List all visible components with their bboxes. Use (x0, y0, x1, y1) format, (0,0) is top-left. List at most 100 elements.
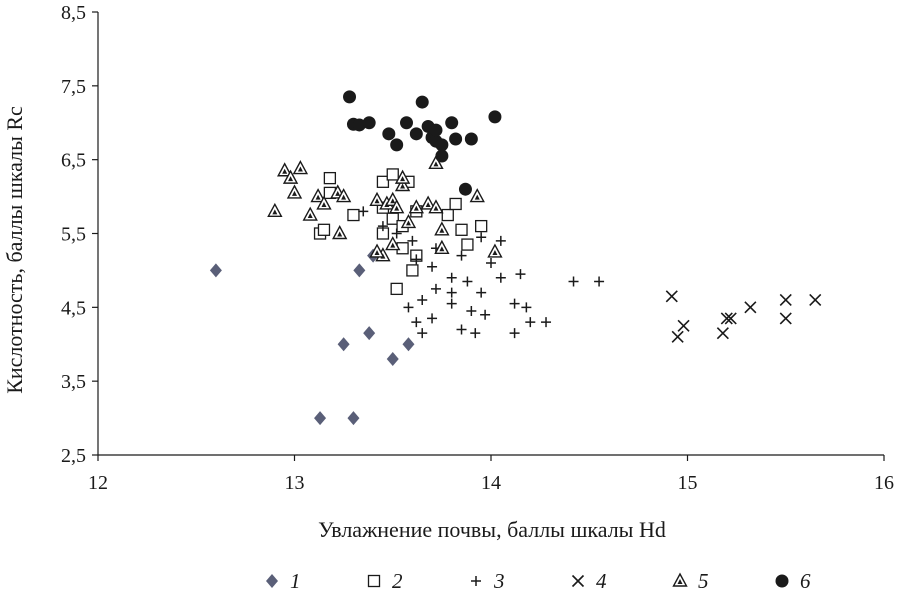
legend-label-2: 2 (392, 569, 403, 593)
data-point-series-3 (515, 269, 526, 280)
data-point-series-3 (541, 317, 552, 328)
data-point-series-5-inner (425, 201, 431, 207)
data-point-series-1 (337, 337, 350, 352)
y-tick-label: 2,5 (61, 445, 86, 467)
data-point-series-6 (435, 149, 449, 163)
data-point-series-5-inner (400, 183, 406, 189)
data-point-series-6 (382, 127, 396, 141)
y-axis-title: Кислотность, баллы шкалы Rc (2, 106, 27, 394)
legend-marker-3 (471, 576, 481, 586)
data-point-series-1 (402, 337, 415, 352)
data-point-series-5-inner (341, 194, 347, 200)
data-point-series-3 (446, 298, 457, 309)
data-point-series-3 (525, 317, 536, 328)
data-point-series-3 (462, 276, 473, 287)
data-point-series-2 (441, 208, 454, 222)
series-6 (343, 90, 502, 196)
y-tick-label: 7,5 (61, 76, 86, 98)
data-point-series-4 (779, 312, 792, 325)
x-tick-label: 16 (874, 472, 894, 494)
data-point-series-5-inner (400, 176, 406, 182)
data-point-series-2 (449, 197, 462, 211)
data-point-series-3 (568, 276, 579, 287)
y-tick-label: 6,5 (61, 150, 86, 172)
y-tick-labels: 2,5 3,5 4,5 5,5 6,5 7,5 8,5 (61, 2, 98, 467)
data-point-series-3 (509, 328, 520, 339)
data-point-series-3 (411, 317, 422, 328)
data-point-series-4 (779, 293, 792, 307)
data-point-series-5-inner (474, 194, 480, 200)
data-point-series-6 (435, 138, 449, 152)
data-point-series-1 (209, 263, 222, 278)
data-point-series-3 (391, 228, 402, 239)
y-tick-label: 4,5 (61, 297, 86, 319)
data-point-series-3 (466, 306, 477, 317)
legend-label-3: 3 (493, 569, 505, 593)
data-point-series-2 (475, 219, 488, 233)
data-point-series-3 (417, 294, 428, 305)
data-point-series-3 (476, 232, 487, 243)
data-point-series-1 (386, 352, 399, 367)
x-tick-label: 14 (481, 472, 501, 494)
data-point-series-2 (455, 223, 468, 236)
data-point-series-6 (415, 95, 429, 109)
data-point-series-3 (407, 235, 418, 246)
data-point-series-3 (476, 287, 487, 298)
data-point-series-3 (358, 206, 369, 217)
data-point-series-6 (400, 116, 414, 130)
data-point-series-2 (386, 168, 399, 181)
data-point-series-6 (429, 123, 443, 137)
data-point-series-5-inner (433, 161, 439, 167)
legend-label-4: 4 (596, 569, 607, 593)
data-point-series-5-inner (439, 227, 445, 233)
data-point-series-5-inner (335, 190, 341, 196)
data-point-series-4 (671, 330, 684, 343)
data-point-series-1 (314, 411, 327, 426)
data-point-series-3 (495, 235, 506, 246)
data-point-series-5-inner (374, 249, 380, 255)
x-tick-label: 13 (285, 472, 305, 494)
data-point-series-3 (456, 324, 467, 335)
data-point-series-6 (343, 90, 357, 104)
data-point-series-3 (594, 276, 605, 287)
data-point-series-6 (488, 110, 502, 124)
data-point-series-3 (470, 328, 481, 339)
series-4 (665, 290, 822, 343)
data-point-series-3 (456, 250, 467, 261)
legend-marker-2 (367, 574, 381, 588)
data-point-series-3 (486, 258, 496, 269)
x-tick-label: 12 (88, 472, 108, 494)
x-tick-labels: 12 13 14 15 16 (88, 455, 894, 494)
data-point-series-2 (323, 171, 337, 185)
data-point-series-5-inner (433, 205, 439, 211)
data-point-series-2 (461, 238, 474, 251)
data-point-series-3 (411, 254, 422, 265)
data-point-series-2 (317, 223, 331, 236)
data-point-series-4 (724, 312, 737, 325)
data-point-series-1 (353, 263, 366, 278)
data-point-series-3 (417, 328, 428, 339)
data-point-series-6 (445, 116, 459, 130)
data-point-series-4 (716, 327, 729, 340)
axes (97, 12, 884, 456)
data-point-series-6 (464, 132, 478, 146)
data-point-series-5-inner (282, 168, 288, 174)
data-point-series-5-inner (297, 166, 303, 172)
data-point-series-2 (390, 282, 403, 296)
data-point-series-2 (406, 264, 419, 277)
data-point-series-2 (376, 175, 390, 188)
series-3 (358, 206, 605, 339)
data-point-series-6 (352, 118, 366, 132)
legend: 1 2 3 4 5 6 (266, 569, 811, 593)
data-point-series-5-inner (288, 176, 294, 182)
data-point-series-5-inner (374, 198, 380, 204)
legend-marker-4 (571, 574, 585, 588)
legend-label-6: 6 (800, 569, 811, 593)
x-axis-title: Увлажнение почвы, баллы шкалы Hd (318, 517, 666, 542)
data-point-series-3 (377, 221, 388, 232)
data-point-series-5-inner (315, 194, 321, 200)
data-point-series-6 (409, 127, 423, 141)
data-point-series-4 (809, 293, 822, 307)
data-point-series-6 (458, 182, 472, 196)
